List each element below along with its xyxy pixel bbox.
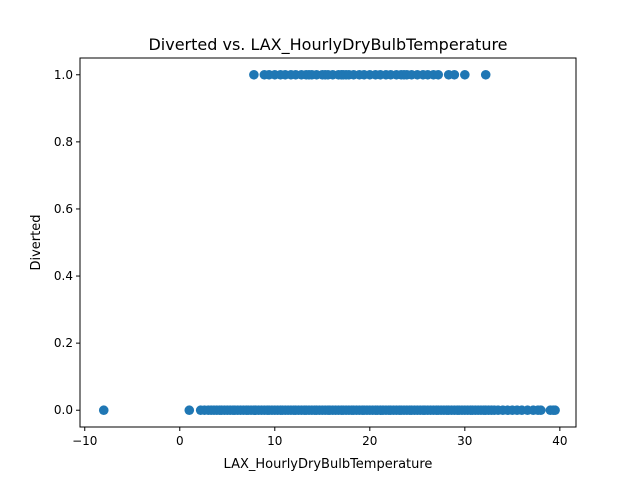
y-tick-label: 0.6 <box>54 202 73 216</box>
y-tick-label: 0.8 <box>54 135 73 149</box>
y-axis-label: Diverted <box>29 214 44 270</box>
y-tick-label: 0.0 <box>54 403 73 417</box>
data-point <box>550 405 560 416</box>
chart-title: Diverted vs. LAX_HourlyDryBulbTemperatur… <box>148 35 507 55</box>
x-tick-label: 0 <box>176 434 184 448</box>
data-point <box>449 69 460 80</box>
y-tick-label: 0.2 <box>54 336 73 350</box>
x-tick-label: 30 <box>457 434 472 448</box>
x-axis-label: LAX_HourlyDryBulbTemperature <box>224 457 433 472</box>
data-point <box>433 69 444 80</box>
data-point <box>480 69 491 80</box>
x-tick-label: −10 <box>72 434 97 448</box>
data-points <box>98 69 560 416</box>
y-axis-ticks: 0.0 0.2 0.4 0.6 0.8 1.0 <box>54 68 80 417</box>
data-point <box>98 405 109 416</box>
x-axis-ticks: −10 0 10 20 30 40 <box>72 427 567 448</box>
data-point <box>184 405 195 416</box>
data-point <box>460 69 470 80</box>
y-tick-label: 0.4 <box>54 269 73 283</box>
plot-frame <box>79 57 577 428</box>
x-tick-label: 40 <box>552 434 567 448</box>
y-tick-label: 1.0 <box>54 68 73 82</box>
x-tick-label: 20 <box>362 434 377 448</box>
data-point <box>249 69 259 80</box>
data-point <box>536 405 546 416</box>
x-tick-label: 10 <box>267 434 282 448</box>
